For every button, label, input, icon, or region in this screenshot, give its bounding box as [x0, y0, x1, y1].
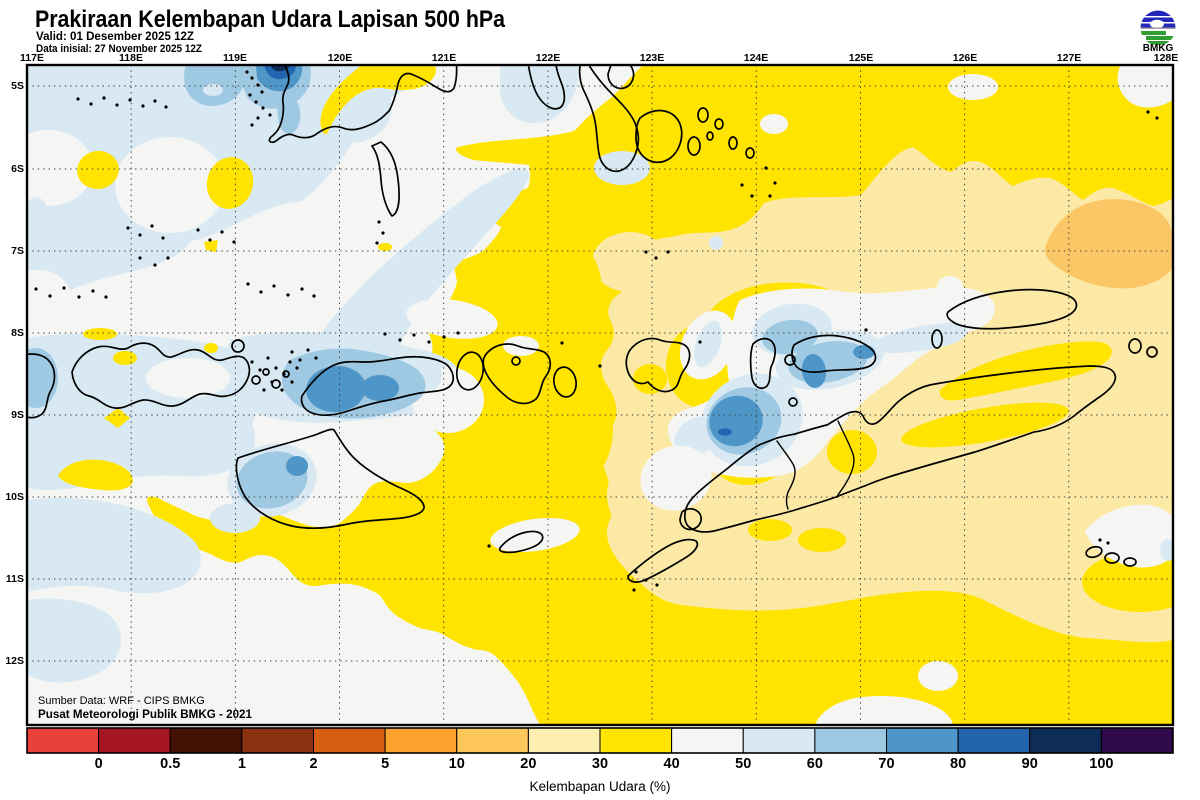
svg-text:127E: 127E — [1057, 52, 1082, 64]
svg-text:124E: 124E — [744, 52, 769, 64]
svg-text:12S: 12S — [5, 655, 24, 667]
svg-text:80: 80 — [950, 756, 966, 772]
svg-text:Valid: 01 Desember 2025 12Z: Valid: 01 Desember 2025 12Z — [36, 29, 194, 43]
svg-text:117E: 117E — [20, 52, 44, 64]
svg-text:126E: 126E — [953, 52, 978, 64]
svg-text:119E: 119E — [223, 52, 247, 64]
svg-text:118E: 118E — [119, 52, 143, 64]
svg-text:10S: 10S — [5, 491, 24, 503]
svg-text:Pusat Meteorologi Publik BMKG: Pusat Meteorologi Publik BMKG - 2021 — [38, 709, 253, 721]
svg-text:121E: 121E — [432, 52, 457, 64]
svg-text:9S: 9S — [11, 409, 24, 421]
svg-text:Data inisial: 27 November 2025: Data inisial: 27 November 2025 12Z — [36, 43, 202, 55]
svg-text:128E: 128E — [1154, 52, 1179, 64]
svg-text:5: 5 — [381, 756, 389, 772]
svg-text:1: 1 — [238, 756, 246, 772]
svg-text:Kelembapan Udara (%): Kelembapan Udara (%) — [529, 779, 670, 794]
svg-text:6S: 6S — [11, 163, 24, 175]
svg-text:Sumber Data: WRF - CIPS BMKG: Sumber Data: WRF - CIPS BMKG — [38, 695, 205, 707]
svg-text:125E: 125E — [849, 52, 874, 64]
svg-text:BMKG: BMKG — [1143, 43, 1174, 54]
svg-text:60: 60 — [807, 756, 823, 772]
svg-text:10: 10 — [449, 756, 465, 772]
svg-text:40: 40 — [664, 756, 680, 772]
svg-text:0.5: 0.5 — [160, 756, 180, 772]
svg-text:7S: 7S — [11, 245, 24, 257]
svg-text:100: 100 — [1089, 756, 1113, 772]
svg-text:Prakiraan Kelembapan Udara Lap: Prakiraan Kelembapan Udara Lapisan 500 h… — [35, 6, 506, 33]
svg-text:70: 70 — [878, 756, 894, 772]
svg-text:123E: 123E — [640, 52, 665, 64]
svg-text:2: 2 — [309, 756, 317, 772]
svg-text:50: 50 — [735, 756, 751, 772]
svg-text:20: 20 — [520, 756, 536, 772]
svg-text:8S: 8S — [11, 327, 24, 339]
svg-text:122E: 122E — [536, 52, 561, 64]
svg-text:120E: 120E — [328, 52, 353, 64]
svg-text:90: 90 — [1022, 756, 1038, 772]
svg-text:0: 0 — [95, 756, 103, 772]
svg-text:11S: 11S — [6, 573, 24, 585]
svg-text:30: 30 — [592, 756, 608, 772]
svg-text:5S: 5S — [11, 80, 24, 92]
